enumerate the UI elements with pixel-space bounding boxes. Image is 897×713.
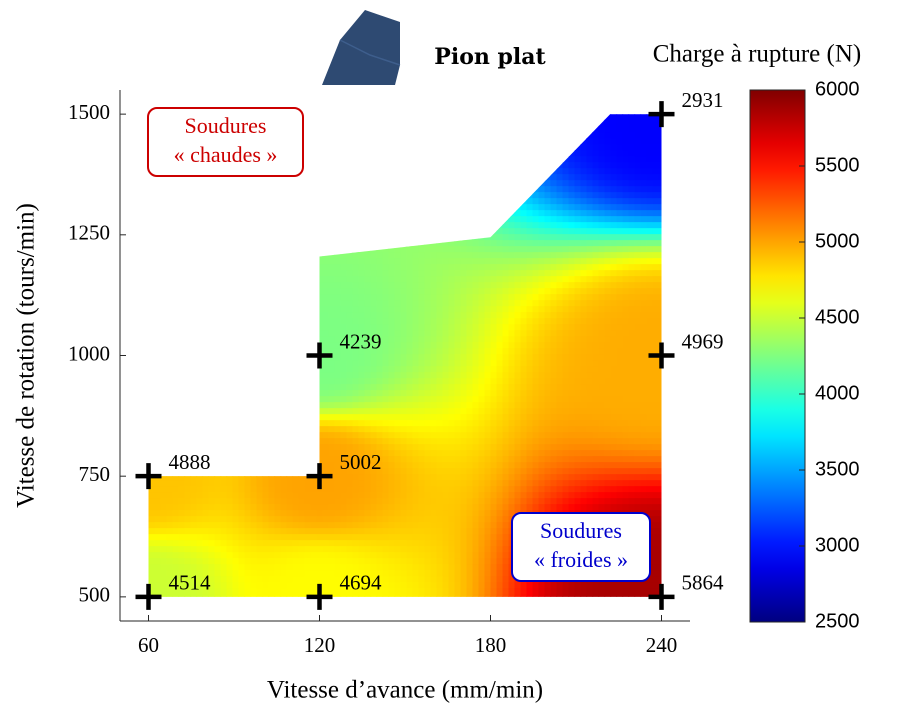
colorbar-tick-label: 4000: [815, 382, 860, 404]
point: [648, 342, 675, 369]
x-tick-label: 60: [138, 633, 159, 657]
x-tick-label: 120: [304, 633, 336, 657]
colorbar-label: Charge à rupture (N): [653, 41, 861, 68]
point-label: 4514: [169, 571, 212, 595]
point-label: 4239: [340, 329, 382, 353]
point: [648, 583, 675, 610]
point-label: 2931: [682, 88, 724, 112]
x-tick-label: 180: [475, 633, 507, 657]
annotation-text: Soudures: [540, 518, 622, 543]
point: [648, 101, 675, 128]
annotation-text: « chaudes »: [174, 142, 278, 167]
colorbar-tick-label: 5500: [815, 154, 860, 176]
colorbar: [749, 89, 806, 623]
colorbar-tick-label: 5000: [815, 230, 860, 252]
y-tick-label: 500: [79, 583, 111, 607]
colorbar-tick-label: 2500: [815, 610, 860, 632]
annotation-box: [147, 107, 304, 177]
colorbar-tick-label: 4500: [815, 306, 860, 328]
colorbar-tick-label: 3000: [815, 534, 860, 556]
x-axis-label: Vitesse d’avance (mm/min): [267, 677, 543, 704]
point-label: 4969: [682, 329, 724, 353]
x-tick-label: 240: [646, 633, 678, 657]
y-tick-label: 750: [79, 462, 111, 486]
annotation-box: [511, 512, 651, 582]
point: [135, 583, 162, 610]
point-label: 5002: [340, 450, 382, 474]
annotation-text: Soudures: [185, 113, 267, 138]
y-tick-label: 1000: [68, 341, 110, 365]
point: [306, 583, 333, 610]
point: [135, 463, 162, 490]
colorbar-tick-label: 3500: [815, 458, 860, 480]
chart-title: Pion plat: [434, 44, 546, 70]
y-axis-label: Vitesse de rotation (tours/min): [13, 203, 40, 508]
point-label: 4694: [340, 571, 383, 595]
point-label: 4888: [169, 450, 211, 474]
point: [306, 463, 333, 490]
pion-icon: [322, 10, 401, 85]
colorbar-tick-label: 6000: [815, 78, 860, 100]
y-tick-label: 1250: [68, 221, 110, 245]
annotation-text: « froides »: [534, 547, 628, 572]
point: [306, 342, 333, 369]
y-tick-label: 1500: [68, 100, 110, 124]
point-label: 5864: [682, 571, 725, 595]
